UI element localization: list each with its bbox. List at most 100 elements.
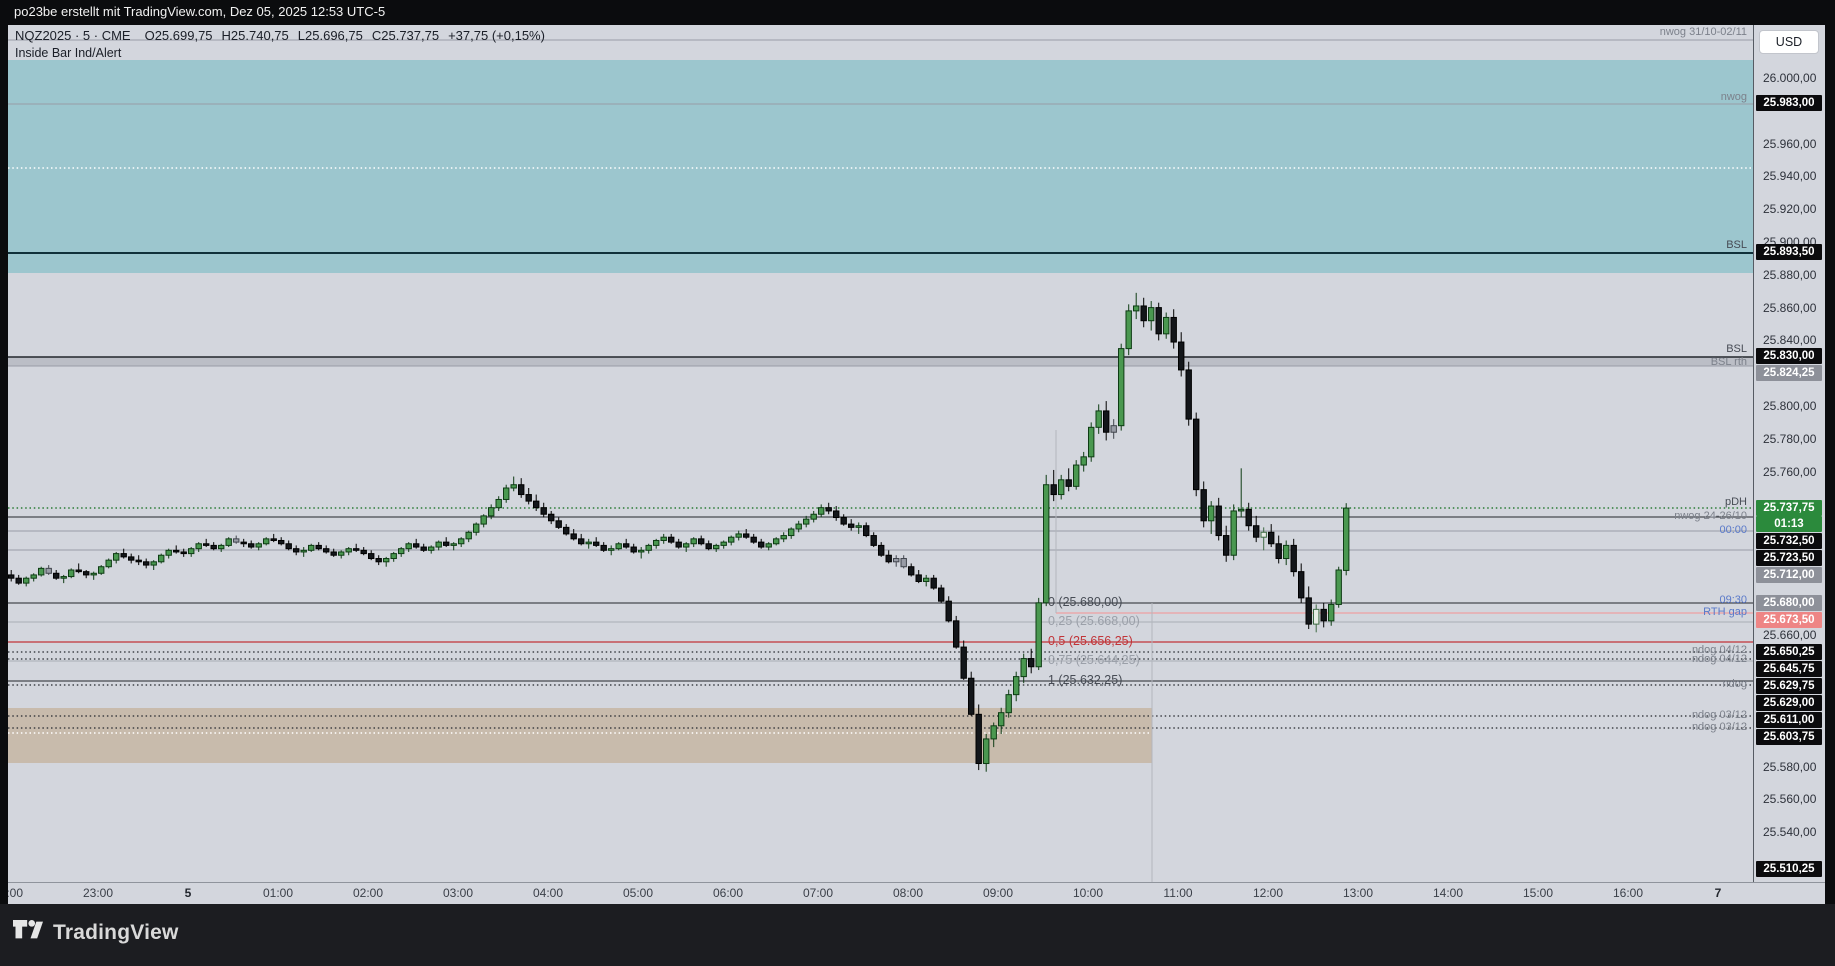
footer-bar: TradingView — [0, 904, 1835, 966]
currency-button[interactable]: USD — [1759, 30, 1819, 54]
candle-body — [645, 544, 652, 551]
candle-body — [1133, 305, 1140, 312]
level-label: 09:30 — [1719, 594, 1747, 606]
candle-body — [533, 500, 540, 509]
candle-body — [1290, 544, 1297, 573]
candle-body — [420, 546, 427, 551]
candle-body — [1073, 464, 1080, 487]
time-axis-label: 04:00 — [532, 886, 564, 900]
candle-body — [975, 713, 982, 765]
price-badge: 25.830,00 — [1756, 348, 1822, 364]
price-axis-label: 25.540,00 — [1763, 825, 1817, 839]
candle-body — [900, 558, 907, 568]
price-axis-label: 25.580,00 — [1763, 760, 1817, 774]
candle-body — [765, 543, 772, 548]
time-axis-label: 01:00 — [262, 886, 294, 900]
candle-body — [953, 620, 960, 648]
candle-body — [195, 543, 202, 550]
candle-body — [38, 567, 45, 576]
tradingview-brand-text[interactable]: TradingView — [53, 920, 179, 944]
time-axis-label: 12:00 — [1252, 886, 1284, 900]
candle-body — [518, 484, 525, 496]
level-label: ndog 04/12 — [1691, 653, 1747, 665]
candle-body — [83, 571, 90, 576]
price-badge: 25.611,00 — [1756, 712, 1822, 728]
candle-body — [375, 558, 382, 563]
fib-label: 0 (25.680,00) — [1048, 595, 1123, 609]
candle-body — [1268, 531, 1275, 545]
candle-body — [1328, 603, 1335, 622]
price-badge: 25.603,75 — [1756, 729, 1822, 745]
level-label: BSL — [1726, 239, 1747, 251]
price-badge: 25.732,50 — [1756, 533, 1822, 549]
tradingview-logo-icon[interactable] — [13, 920, 43, 945]
candle-body — [1313, 608, 1320, 625]
candle-body — [233, 538, 240, 543]
candle-body — [908, 566, 915, 576]
time-axis-label: 05:00 — [622, 886, 654, 900]
candle-body — [255, 543, 262, 548]
candle-body — [720, 541, 727, 546]
candle-body — [885, 554, 892, 563]
price-badge: 25.510,25 — [1756, 861, 1822, 877]
chart-panel[interactable]: NQZ2025 · 5 · CME O25.699,75 H25.740,75 L25… — [8, 25, 1753, 882]
candle-body — [1050, 484, 1057, 496]
candle-body — [1335, 569, 1342, 605]
price-axis-label: 25.860,00 — [1763, 301, 1817, 315]
candle-body — [653, 539, 660, 546]
price-badge: 25.645,75 — [1756, 661, 1822, 677]
candle-body — [1193, 418, 1200, 491]
time-axis-label: 09:00 — [982, 886, 1014, 900]
level-label: nwog 31/10-02/11 — [1659, 26, 1747, 38]
price-badge: 25.650,25 — [1756, 644, 1822, 660]
candle-body — [585, 541, 592, 545]
change-value: +37,75 (+0,15%) — [448, 28, 545, 43]
candle-body — [1148, 307, 1155, 322]
candle-body — [818, 507, 825, 515]
level-label: RTH gap — [1703, 606, 1747, 618]
candle-body — [825, 507, 832, 512]
candle-body — [203, 543, 210, 546]
candle-body — [915, 574, 922, 582]
candle-body — [1343, 507, 1350, 571]
candle-body — [623, 543, 630, 548]
candle-body — [938, 587, 945, 602]
candle-body — [1118, 348, 1125, 427]
candle-body — [683, 543, 690, 548]
level-label: ndog 04/12 — [1691, 644, 1747, 656]
level-label: pDH — [1724, 496, 1747, 508]
candle-body — [285, 543, 292, 550]
candle-body — [1088, 426, 1095, 458]
candle-body — [503, 487, 510, 500]
candle-body — [1253, 525, 1260, 538]
fib-label: 1 (25.632,25) — [1048, 673, 1123, 687]
price-axis-label: 25.760,00 — [1763, 465, 1817, 479]
time-axis-label: 03:00 — [442, 886, 474, 900]
nwog-zone-31-10 — [8, 60, 1753, 273]
candle-body — [638, 549, 645, 553]
candle-body — [540, 507, 547, 515]
candle-body — [210, 544, 217, 550]
fib-label: 0,5 (25.656,25) — [1048, 634, 1133, 648]
time-axis-label: 15:00 — [1522, 886, 1554, 900]
chart-canvas[interactable] — [8, 25, 1753, 882]
candle-body — [690, 538, 697, 545]
candle-body — [1125, 310, 1132, 350]
candle-body — [398, 548, 405, 555]
level-label: BSL rth — [1710, 356, 1747, 368]
candle-body — [923, 577, 930, 582]
candle-body — [1163, 316, 1170, 335]
time-axis[interactable]: 22:0023:00501:0002:0003:0004:0005:0006:0… — [0, 882, 1825, 904]
price-axis-label: 25.800,00 — [1763, 399, 1817, 413]
price-axis[interactable]: USD 26.000,00 25.960,00 25.940,00 25.920,00… — [1753, 25, 1825, 882]
time-axis-label: 07:00 — [802, 886, 834, 900]
price-badge: 01:13 — [1756, 516, 1822, 532]
candle-body — [1178, 341, 1185, 371]
candle-body — [728, 536, 735, 543]
candle-body — [855, 525, 862, 528]
candle-body — [1028, 658, 1035, 668]
candle-body — [90, 572, 97, 576]
candle-body — [615, 543, 622, 550]
ohlc-close: C25.737,75 — [371, 28, 440, 43]
candle-body — [1013, 676, 1020, 696]
